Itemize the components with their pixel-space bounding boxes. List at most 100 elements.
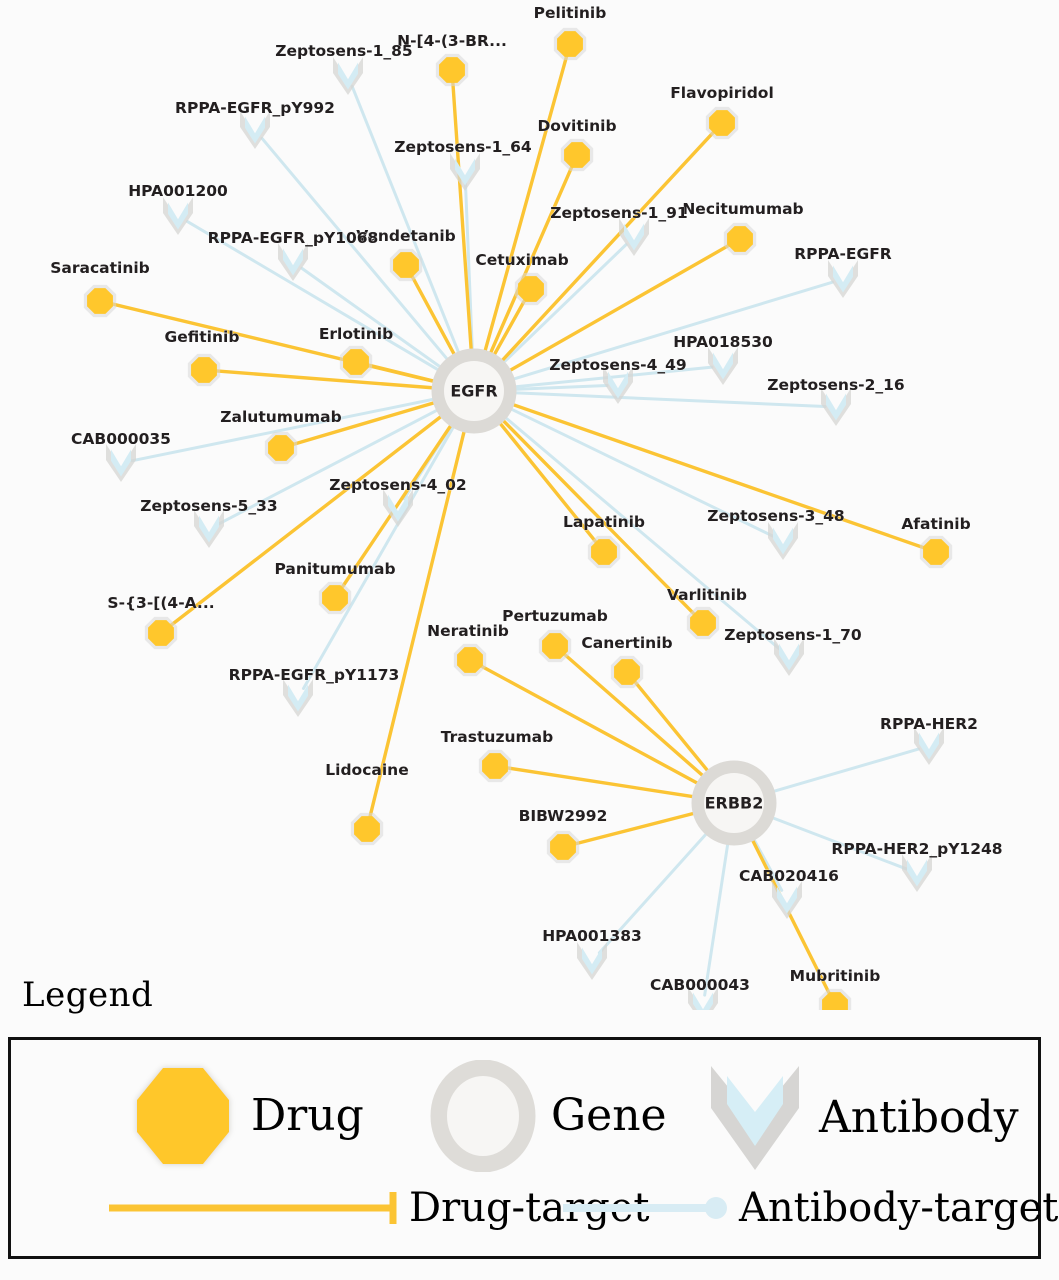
antibody-target-edge[interactable] (750, 833, 784, 892)
drug-target-edge[interactable] (495, 418, 599, 546)
drug-target-edge[interactable] (409, 272, 459, 361)
drug-node[interactable] (919, 535, 953, 569)
antibody-target-edge[interactable] (217, 406, 443, 526)
antibody-node[interactable] (106, 444, 136, 482)
antibody-node[interactable] (688, 987, 718, 1010)
drug-target-edge[interactable] (213, 369, 439, 390)
drug-node[interactable] (538, 629, 572, 663)
antibody-target-edge[interactable] (767, 814, 909, 871)
drug-target-edge[interactable] (289, 399, 441, 447)
drug-target-edge[interactable] (748, 834, 832, 997)
drug-node[interactable] (435, 53, 469, 87)
drug-target-edge[interactable] (632, 678, 713, 777)
drug-node[interactable] (818, 988, 852, 1010)
drug-node[interactable] (389, 248, 423, 282)
drug-node[interactable] (453, 643, 487, 677)
drug-node[interactable] (144, 616, 178, 650)
drug-node[interactable] (553, 27, 587, 61)
antibody-target-edge[interactable] (597, 829, 711, 955)
antibody-node[interactable] (774, 638, 804, 676)
antibody-node[interactable] (240, 111, 270, 149)
drug-node[interactable] (339, 345, 373, 379)
antibody-node[interactable] (619, 218, 649, 256)
antibody-node[interactable] (283, 679, 313, 717)
antibody-node[interactable] (333, 57, 363, 95)
drug-target-edge[interactable] (498, 415, 697, 617)
drug-target-edge[interactable] (490, 296, 528, 361)
antibody-node[interactable] (768, 522, 798, 560)
drug-node[interactable] (705, 106, 739, 140)
antibody-target-edge[interactable] (507, 280, 834, 382)
antibody-node[interactable] (828, 260, 858, 298)
antibody-target-edge[interactable] (499, 243, 628, 367)
antibody-node[interactable] (821, 388, 851, 426)
legend-edge-row: Drug-target Antibody-target (11, 1180, 1058, 1250)
antibody-node[interactable] (902, 854, 932, 892)
antibody-node[interactable] (914, 727, 944, 765)
drug-target-edge[interactable] (364, 362, 440, 384)
drug-node[interactable] (587, 535, 621, 569)
antibody-node[interactable] (577, 942, 607, 980)
antibody-target-edge[interactable] (300, 266, 446, 372)
drug-target-edge[interactable] (339, 420, 456, 591)
drug-target-edge[interactable] (367, 425, 467, 821)
antibody-target-edge[interactable] (509, 383, 609, 391)
antibody-node-shape (111, 449, 131, 477)
drug-target-edge[interactable] (168, 411, 447, 628)
antibody-target-edge[interactable] (185, 220, 444, 374)
network-graph[interactable]: N-[4-(3-BR... Pelitinib Flavopiridol Doviti… (0, 0, 1059, 1010)
drug-target-edge[interactable] (477, 663, 704, 788)
antibody-node-label: RPPA-EGFR_pY992 (175, 99, 335, 117)
antibody-node-shape (779, 643, 799, 671)
antibody-node[interactable] (603, 366, 633, 404)
antibody-target-edge[interactable] (260, 136, 452, 365)
drug-node[interactable] (83, 284, 117, 318)
antibody-target-edge[interactable] (505, 405, 775, 538)
antibody-target-edge[interactable] (509, 391, 827, 409)
drug-node[interactable] (686, 606, 720, 640)
antibody-target-edge[interactable] (509, 365, 714, 389)
drug-target-edge[interactable] (504, 242, 733, 375)
antibody-node[interactable] (163, 197, 193, 235)
legend-item-gene: Gene (429, 1060, 667, 1172)
drug-node[interactable] (318, 581, 352, 615)
antibody-node[interactable] (450, 153, 480, 191)
antibody-target-edge[interactable] (500, 413, 783, 652)
antibody-node-label: HPA001383 (542, 927, 642, 945)
drug-target-edge[interactable] (571, 810, 700, 846)
drug-target-edge[interactable] (561, 651, 708, 781)
antibody-target-edge[interactable] (301, 421, 458, 690)
node-layer[interactable] (83, 27, 953, 1010)
antibody-target-edge[interactable] (130, 396, 440, 463)
gene-node[interactable] (691, 760, 777, 846)
drug-node[interactable] (546, 830, 580, 864)
drug-node[interactable] (350, 812, 384, 846)
antibody-node[interactable] (278, 243, 308, 281)
antibody-node[interactable] (194, 510, 224, 548)
drug-target-edge[interactable] (482, 52, 569, 358)
antibody-node[interactable] (772, 881, 802, 919)
drug-target-edge[interactable] (451, 79, 474, 356)
drug-node[interactable] (187, 353, 221, 387)
drug-node-label: Cetuximab (475, 251, 568, 269)
drug-target-edge[interactable] (507, 401, 928, 551)
drug-target-edge[interactable] (504, 765, 700, 800)
antibody-target-edge[interactable] (463, 181, 474, 356)
antibody-target-edge[interactable] (703, 838, 730, 997)
drug-node-label: Panitumumab (274, 560, 395, 578)
drug-target-edge[interactable] (487, 163, 575, 359)
gene-node[interactable] (431, 348, 517, 434)
drug-node[interactable] (514, 272, 548, 306)
drug-node[interactable] (610, 655, 644, 689)
antibody-node[interactable] (708, 347, 738, 385)
drug-node[interactable] (723, 222, 757, 256)
antibody-node[interactable] (383, 489, 413, 527)
drug-node-shape (518, 276, 544, 302)
drug-node[interactable] (560, 138, 594, 172)
drug-target-edge[interactable] (497, 129, 717, 366)
drug-node-shape (709, 110, 735, 136)
drug-node[interactable] (264, 431, 298, 465)
drug-node[interactable] (478, 749, 512, 783)
antibody-target-edge[interactable] (350, 84, 462, 359)
antibody-target-edge[interactable] (768, 747, 920, 795)
